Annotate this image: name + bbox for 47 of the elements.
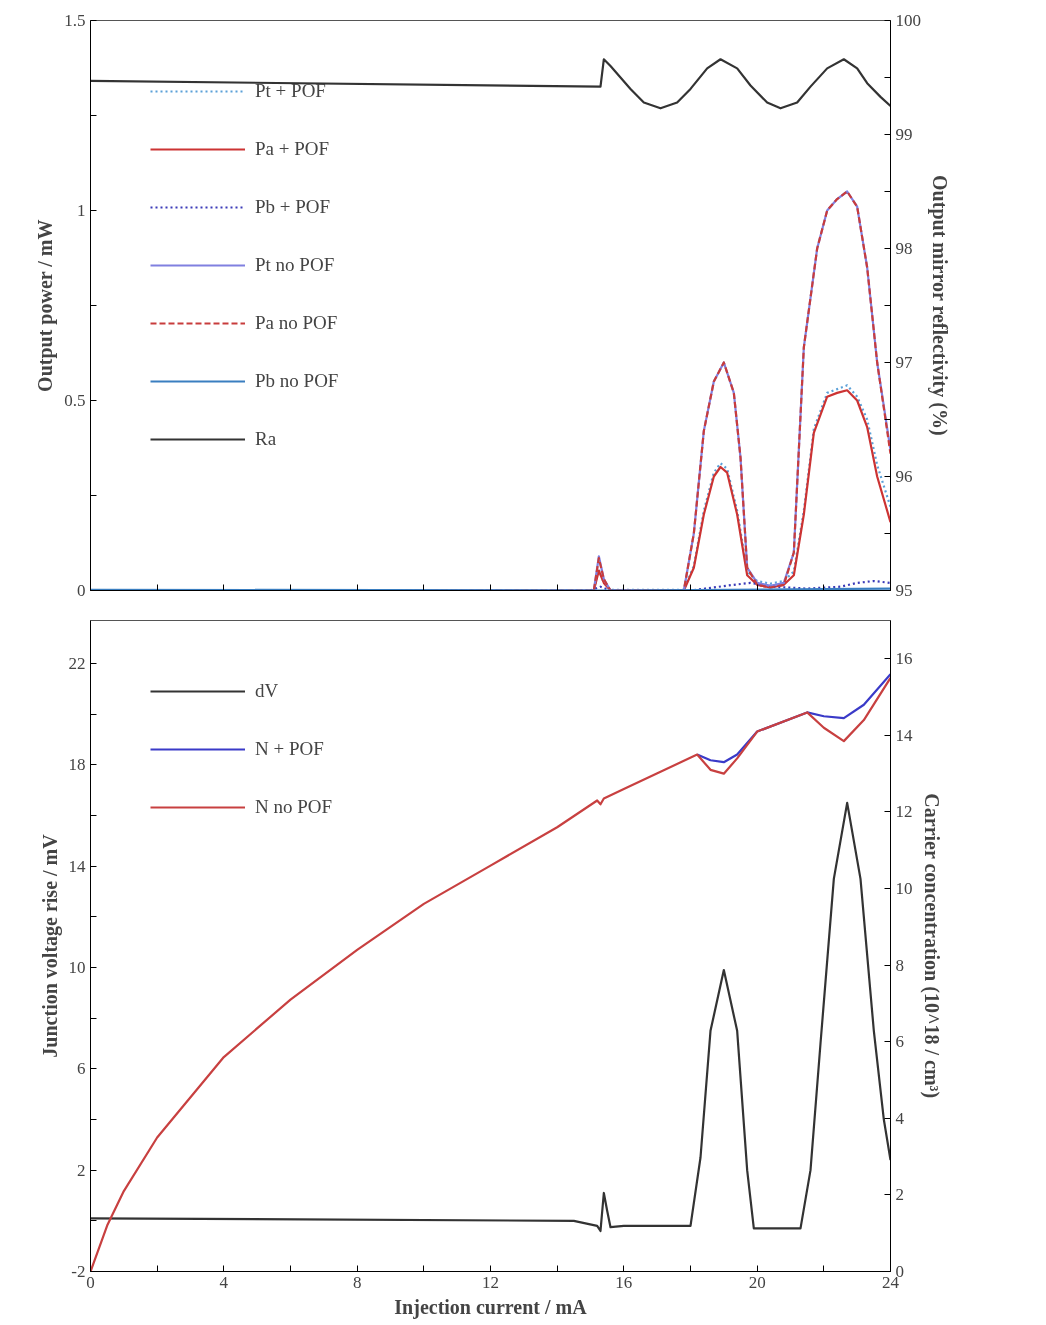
line-series: [90, 801, 891, 1233]
y2-tick-label: 95: [895, 581, 913, 600]
x-tick-label: 20: [748, 1272, 766, 1292]
x-tick-label: 8: [352, 1272, 362, 1292]
y2-axis-title: Carrier concentration (10^18 / cm³): [919, 793, 943, 1099]
y2-tick-label: 99: [895, 125, 913, 144]
legend-label: Pa + POF: [255, 138, 330, 160]
y-axis-title: Output power / mW: [34, 219, 58, 392]
y2-tick-label: 14: [895, 725, 913, 745]
y2-tick-label: 8: [895, 955, 904, 975]
y2-tick-label: 96: [895, 467, 913, 486]
legend-label: N no POF: [255, 796, 333, 818]
y2-axis-title: Output mirror reflectivity (%): [928, 175, 951, 436]
y-tick-label: 10: [68, 958, 86, 978]
legend-label: Pb no POF: [255, 370, 339, 392]
legend-label: Pt no POF: [255, 254, 335, 276]
line-series: [90, 58, 891, 110]
legend-label: N + POF: [255, 738, 324, 760]
x-tick-label: 16: [615, 1272, 633, 1292]
legend-label: Ra: [255, 428, 277, 450]
y-tick-label: 2: [77, 1160, 86, 1180]
y2-tick-label: 2: [895, 1185, 904, 1205]
y-tick-label: 22: [68, 654, 86, 674]
y-tick-label: 0.5: [64, 391, 86, 410]
legend-label: dV: [255, 680, 279, 702]
y-tick-label: 1: [77, 201, 86, 220]
legend-label: Pt + POF: [255, 80, 326, 102]
y-tick-label: -2: [71, 1262, 86, 1281]
legend-label: Pb + POF: [255, 196, 331, 218]
y-axis-title: Junction voltage rise / mV: [38, 833, 62, 1058]
y2-tick-label: 4: [895, 1108, 905, 1128]
y2-tick-label: 98: [895, 239, 913, 258]
y2-tick-label: 12: [895, 802, 913, 822]
y-tick-label: 1.5: [64, 11, 86, 30]
x-axis-title: Injection current / mA: [394, 1295, 588, 1319]
y-tick-label: 6: [77, 1059, 86, 1079]
x-tick-label: 12: [482, 1272, 499, 1292]
y2-tick-label: 6: [895, 1032, 904, 1052]
legend-label: Pa no POF: [255, 312, 338, 334]
y2-tick-label: 97: [895, 353, 913, 372]
y2-tick-label: 100: [895, 11, 921, 30]
y-tick-label: 14: [68, 856, 86, 876]
x-tick-label: 4: [219, 1272, 229, 1292]
y2-tick-label: 10: [895, 879, 913, 899]
y2-tick-label: 16: [895, 649, 913, 669]
y-tick-label: 18: [68, 755, 86, 775]
y-tick-label: 0: [77, 581, 86, 600]
